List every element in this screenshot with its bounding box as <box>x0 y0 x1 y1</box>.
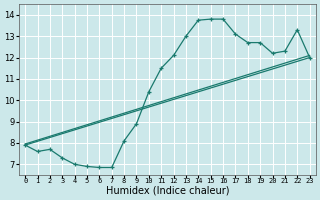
X-axis label: Humidex (Indice chaleur): Humidex (Indice chaleur) <box>106 186 229 196</box>
